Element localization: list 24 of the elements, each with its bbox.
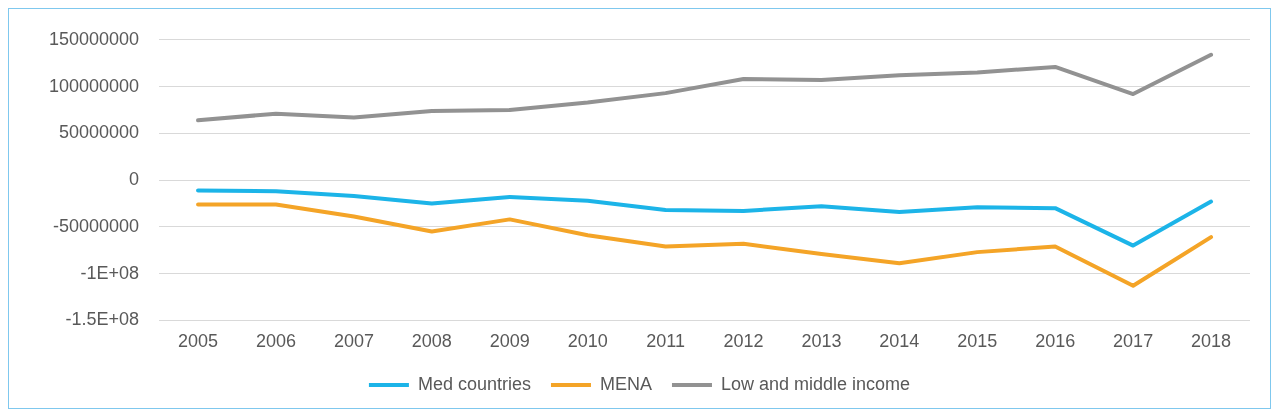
y-tick-label: 50000000 (59, 122, 140, 143)
x-tick-label: 2005 (178, 331, 219, 352)
x-tick-label: 2013 (801, 331, 842, 352)
x-tick-label: 2016 (1035, 331, 1076, 352)
x-tick-label: 2006 (255, 331, 296, 352)
y-tick-label: -1E+08 (80, 262, 140, 283)
x-tick-label: 2007 (333, 331, 374, 352)
legend-label: Low and middle income (720, 373, 911, 394)
y-tick-label: 0 (129, 169, 140, 190)
y-tick-label: 100000000 (48, 75, 140, 96)
x-tick-label: 2018 (1191, 331, 1232, 352)
x-tick-label: 2012 (723, 331, 764, 352)
x-tick-label: 2017 (1113, 331, 1154, 352)
x-tick-label: 2015 (957, 331, 998, 352)
y-tick-label: -50000000 (53, 215, 140, 236)
y-tick-label: 150000000 (48, 28, 140, 49)
x-tick-label: 2010 (567, 331, 608, 352)
legend-label: Med countries (417, 373, 531, 394)
y-tick-label: -1.5E+08 (65, 309, 140, 330)
x-tick-label: 2011 (646, 331, 685, 352)
legend-label: MENA (599, 373, 652, 394)
x-tick-label: 2014 (879, 331, 920, 352)
x-tick-label: 2009 (489, 331, 530, 352)
x-tick-label: 2008 (411, 331, 452, 352)
